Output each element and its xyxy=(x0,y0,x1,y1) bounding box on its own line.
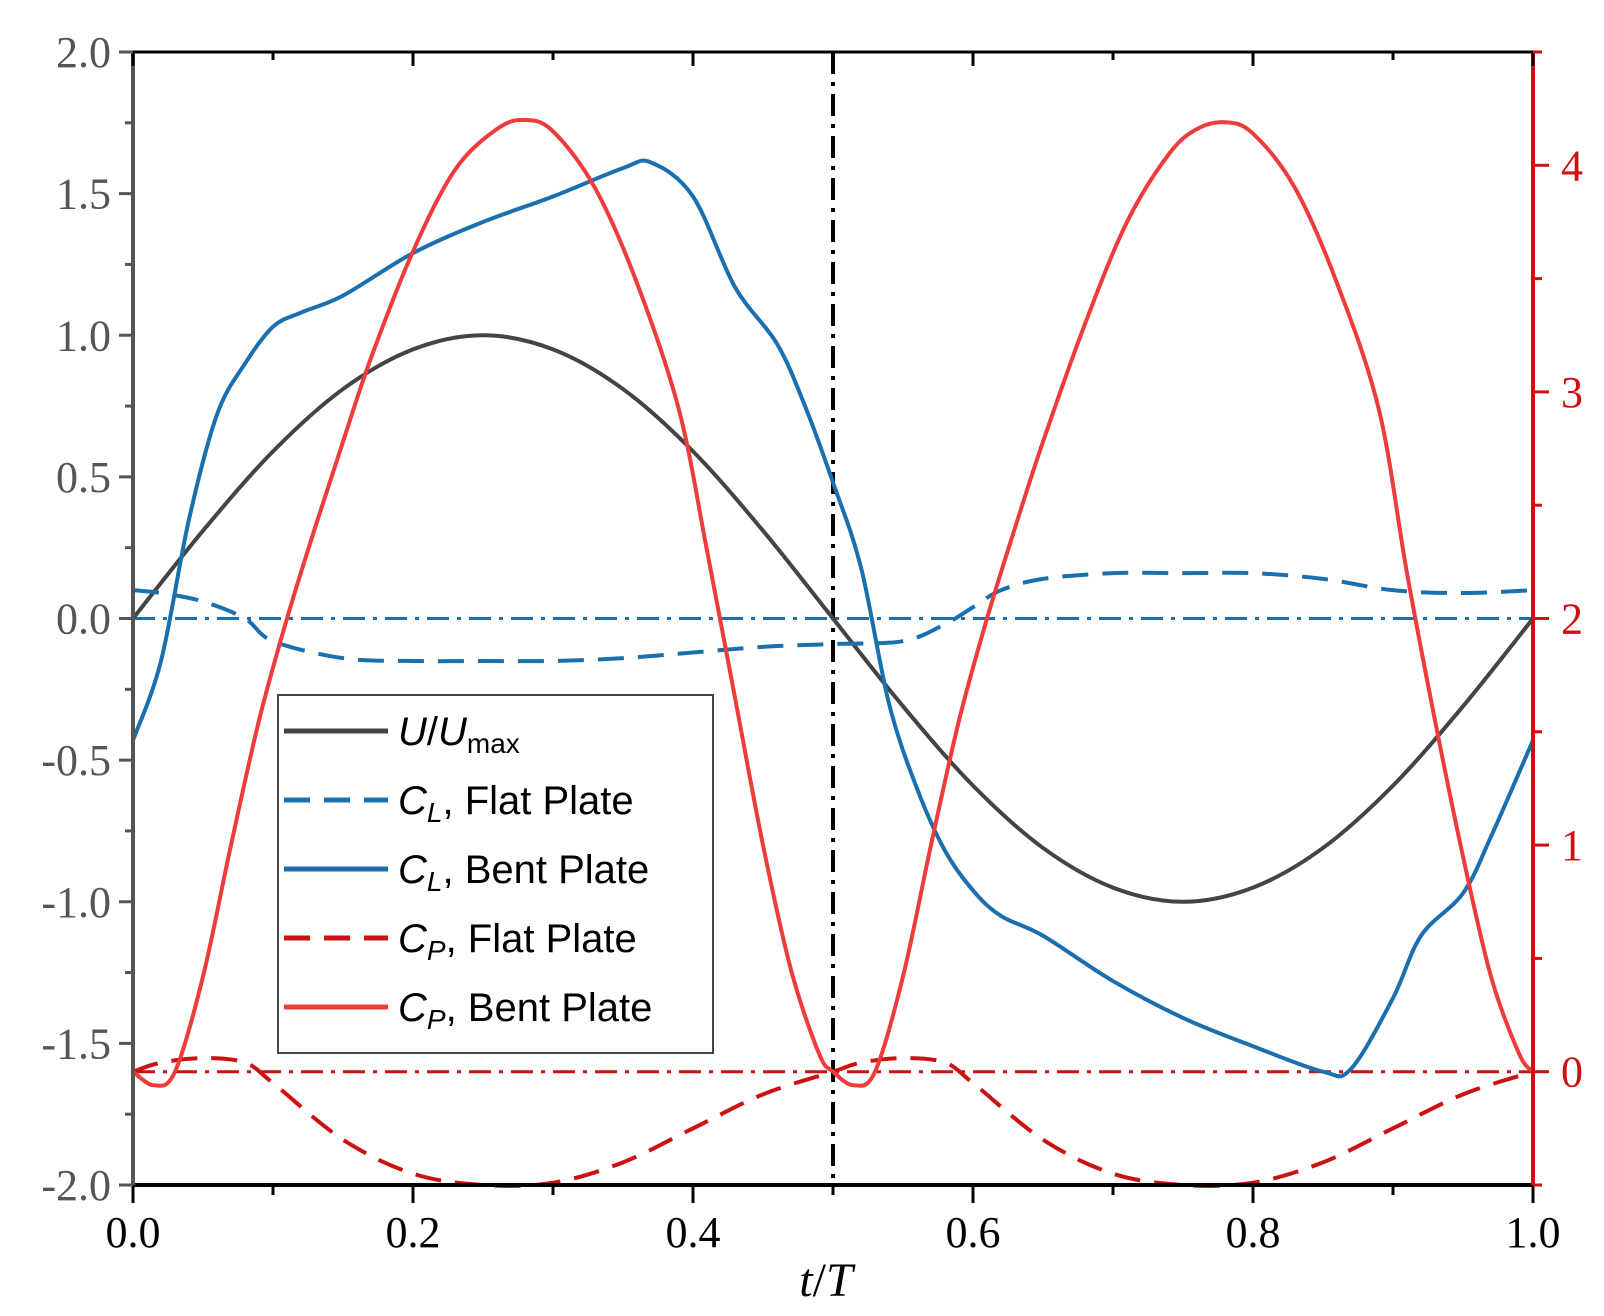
y-left-tick-label: 1.5 xyxy=(56,170,111,219)
y-left-tick-label: -1.0 xyxy=(41,878,111,927)
legend-label-cp-flat: CP, Flat Plate xyxy=(398,917,637,966)
y-left-tick-label: 0.0 xyxy=(56,595,111,644)
y-left-tick-label: 0.5 xyxy=(56,453,111,502)
legend-label-cl-bent: CL, Bent Plate xyxy=(398,848,649,897)
y-left-tick-label: 2.0 xyxy=(56,28,111,77)
y-right-tick-label: 4 xyxy=(1561,141,1583,190)
legend-label-cl-flat: CL, Flat Plate xyxy=(398,779,634,828)
legend-item-cl-bent: CL, Bent Plate xyxy=(284,848,649,897)
series-layer xyxy=(131,117,1535,1188)
x-axis-title: t/T xyxy=(799,1254,856,1307)
y-right-tick-label: 0 xyxy=(1561,1048,1583,1097)
y-left-tick-label: 1.0 xyxy=(56,311,111,360)
series-cp-bent-plate xyxy=(131,117,1535,1088)
axes-layer: 0.0 0.2 0.4 0.6 0.8 1.0 -2.0 -1.5 -1.0 -0.5 0.0 0.5… xyxy=(41,28,1583,1257)
x-tick-label: 1.0 xyxy=(1506,1208,1561,1257)
legend: U/Umax CL, Flat Plate CL, Bent Plate CP,… xyxy=(277,694,714,1054)
legend-label-u-umax: U/Umax xyxy=(398,710,520,759)
series-u-umax xyxy=(131,333,1535,904)
x-axis-title-slash: / xyxy=(813,1254,827,1307)
y-right-tick-label: 2 xyxy=(1561,595,1583,644)
x-tick-label: 0.6 xyxy=(946,1208,1001,1257)
x-tick-label: 0.2 xyxy=(386,1208,441,1257)
legend-item-cl-flat: CL, Flat Plate xyxy=(284,779,634,828)
y-right-tick-label: 1 xyxy=(1561,821,1583,870)
x-axis-title-t: t xyxy=(799,1254,814,1307)
legend-item-cp-bent: CP, Bent Plate xyxy=(284,986,652,1035)
y-left-tick-label: -1.5 xyxy=(41,1019,111,1068)
x-tick-label: 0.0 xyxy=(106,1208,161,1257)
legend-item-cp-flat: CP, Flat Plate xyxy=(284,917,637,966)
x-axis-title-T: T xyxy=(826,1254,856,1307)
series-cl-bent-plate xyxy=(131,158,1535,1079)
y-left-tick-label: -0.5 xyxy=(41,736,111,785)
legend-box xyxy=(277,694,714,1054)
x-tick-label: 0.4 xyxy=(666,1208,721,1257)
x-tick-label: 0.8 xyxy=(1226,1208,1281,1257)
legend-label-cp-bent: CP, Bent Plate xyxy=(398,986,652,1035)
legend-item-u-umax: U/Umax xyxy=(284,710,520,759)
y-left-tick-label: -2.0 xyxy=(41,1161,111,1210)
y-right-tick-label: 3 xyxy=(1561,368,1583,417)
series-cl-flat-plate xyxy=(132,570,1534,664)
